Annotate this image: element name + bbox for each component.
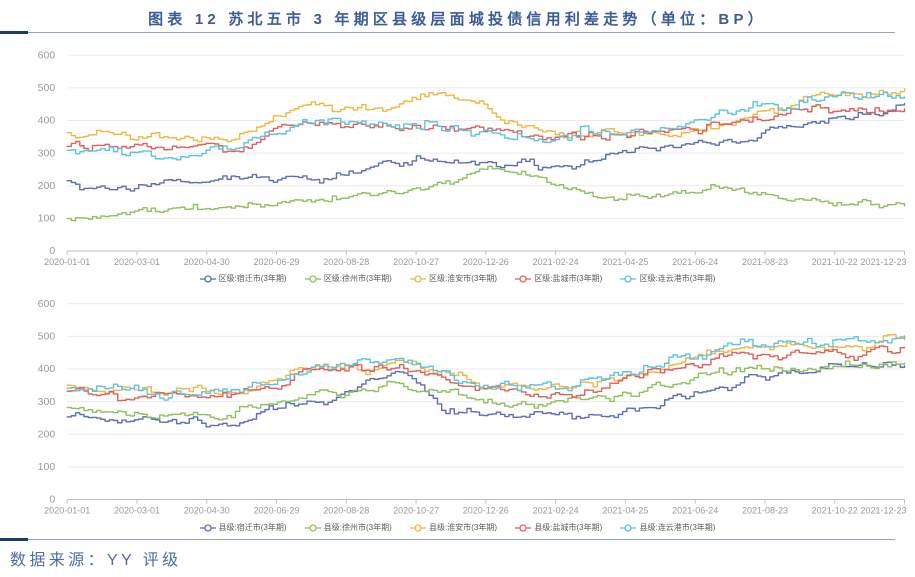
svg-text:2020-08-28: 2020-08-28 (323, 506, 369, 515)
svg-text:500: 500 (38, 331, 56, 343)
svg-text:100: 100 (38, 461, 56, 473)
svg-text:2021-08-23: 2021-08-23 (742, 506, 788, 515)
svg-text:2020-06-29: 2020-06-29 (253, 506, 299, 515)
svg-text:300: 300 (38, 396, 56, 408)
svg-text:2021-06-24: 2021-06-24 (672, 506, 718, 515)
svg-text:200: 200 (38, 428, 56, 440)
svg-text:600: 600 (38, 298, 56, 310)
svg-text:2021-10-22: 2021-10-22 (812, 506, 858, 515)
svg-text:2021-04-25: 2021-04-25 (602, 506, 648, 515)
svg-text:2020-12-26: 2020-12-26 (463, 506, 509, 515)
svg-text:2021-02-24: 2021-02-24 (533, 506, 579, 515)
svg-text:2020-10-27: 2020-10-27 (393, 506, 439, 515)
svg-text:0: 0 (49, 494, 55, 506)
svg-text:2020-01-01: 2020-01-01 (44, 506, 90, 515)
svg-text:400: 400 (38, 363, 56, 375)
svg-text:2021-12-23: 2021-12-23 (860, 506, 906, 515)
svg-text:2020-04-30: 2020-04-30 (184, 506, 230, 515)
svg-text:2020-03-01: 2020-03-01 (114, 506, 160, 515)
